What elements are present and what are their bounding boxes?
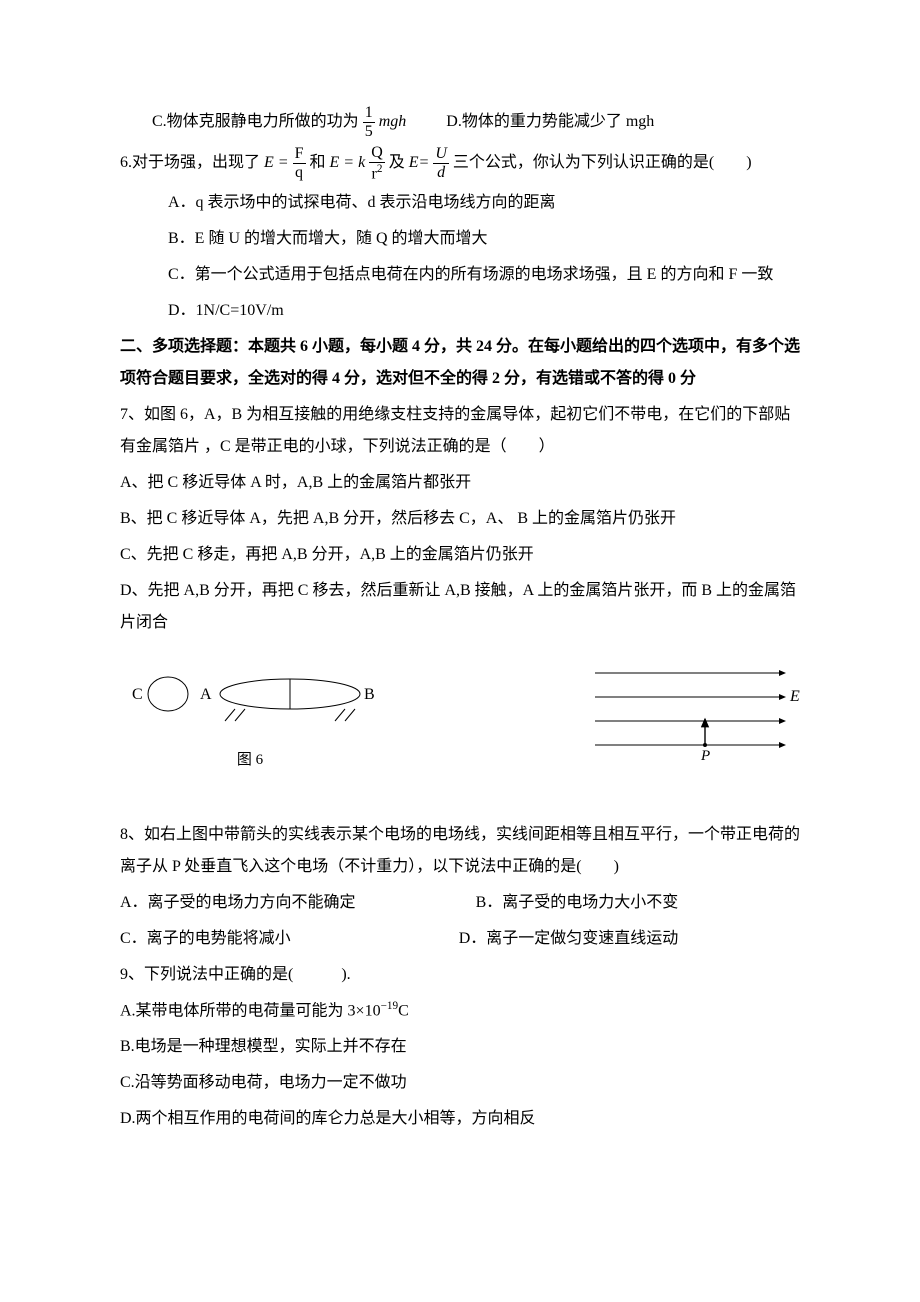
q8-c: C．离子的电势能将减小: [120, 930, 291, 947]
q6-a: A．q 表示场中的试探电荷、d 表示沿电场线方向的距离: [120, 187, 800, 219]
frac-U-d: U d: [433, 145, 449, 181]
field-svg: E P: [590, 661, 800, 761]
figure-row: C A B 图 6 E P: [120, 659, 800, 775]
q8-cd: C．离子的电势能将减小 D．离子一定做匀变速直线运动: [120, 923, 800, 955]
frac-Q-r2: Q r2: [369, 144, 385, 183]
spacer: [410, 113, 442, 130]
fig6-label-b: B: [364, 686, 375, 703]
q8-ab: A．离子受的电场力方向不能确定 B．离子受的电场力大小不变: [120, 887, 800, 919]
spacer: [360, 894, 472, 911]
q8-a: A．离子受的电场力方向不能确定: [120, 894, 356, 911]
section2-header: 二、多项选择题：本题共 6 小题，每小题 4 分，共 24 分。在每小题给出的四…: [120, 331, 800, 395]
fig6-svg: C A B: [120, 659, 380, 729]
q9-stem: 9、下列说法中正确的是( ).: [120, 959, 800, 991]
q7-a: A、把 C 移近导体 A 时，A,B 上的金属箔片都张开: [120, 467, 800, 499]
q6-c: C．第一个公式适用于包括点电荷在内的所有场源的电场求场强，且 E 的方向和 F …: [120, 259, 800, 291]
q9-a: A.某带电体所带的电荷量可能为 3×10−19C: [120, 995, 800, 1027]
q5-c-post: mgh: [379, 113, 407, 130]
fig6-label-a: A: [200, 686, 212, 703]
frac-F-q: F q: [293, 145, 306, 181]
field-label-e: E: [789, 688, 800, 705]
q6-stem: 6.对于场强，出现了 E = F q 和 E = k Q r2 及 E= U d…: [120, 144, 800, 183]
q8-b: B．离子受的电场力大小不变: [476, 894, 679, 911]
q8-stem: 8、如右上图中带箭头的实线表示某个电场的电场线，实线间距相等且相互平行，一个带正…: [120, 819, 800, 883]
q5-d: D.物体的重力势能减少了 mgh: [446, 113, 654, 130]
q6-b: B．E 随 U 的增大而增大，随 Q 的增大而增大: [120, 223, 800, 255]
q7-stem: 7、如图 6，A，B 为相互接触的用绝缘支柱支持的金属导体，起初它们不带电，在它…: [120, 399, 800, 463]
field-label-p: P: [700, 748, 710, 761]
q8-d: D．离子一定做匀变速直线运动: [459, 930, 679, 947]
fig6-caption: 图 6: [120, 745, 380, 775]
q9-b: B.电场是一种理想模型，实际上并不存在: [120, 1031, 800, 1063]
q5-c-pre: C.物体克服静电力所做的功为: [152, 113, 359, 130]
q5-options-cd: C.物体克服静电力所做的功为 1 5 mgh D.物体的重力势能减少了 mgh: [120, 104, 800, 140]
frac-1-5: 1 5: [363, 104, 375, 140]
q6-d: D．1N/C=10V/m: [120, 295, 800, 327]
fig6-label-c: C: [132, 686, 143, 703]
figure-field: E P: [590, 661, 800, 773]
q9-d: D.两个相互作用的电荷间的库仑力总是大小相等，方向相反: [120, 1103, 800, 1135]
q7-d: D、先把 A,B 分开，再把 C 移去，然后重新让 A,B 接触，A 上的金属箔…: [120, 575, 800, 639]
q7-b: B、把 C 移近导体 A，先把 A,B 分开，然后移去 C，A、 B 上的金属箔…: [120, 503, 800, 535]
q9-c: C.沿等势面移动电荷，电场力一定不做功: [120, 1067, 800, 1099]
q7-c: C、先把 C 移走，再把 A,B 分开，A,B 上的金属箔片仍张开: [120, 539, 800, 571]
figure-6: C A B 图 6: [120, 659, 380, 775]
spacer: [295, 930, 455, 947]
